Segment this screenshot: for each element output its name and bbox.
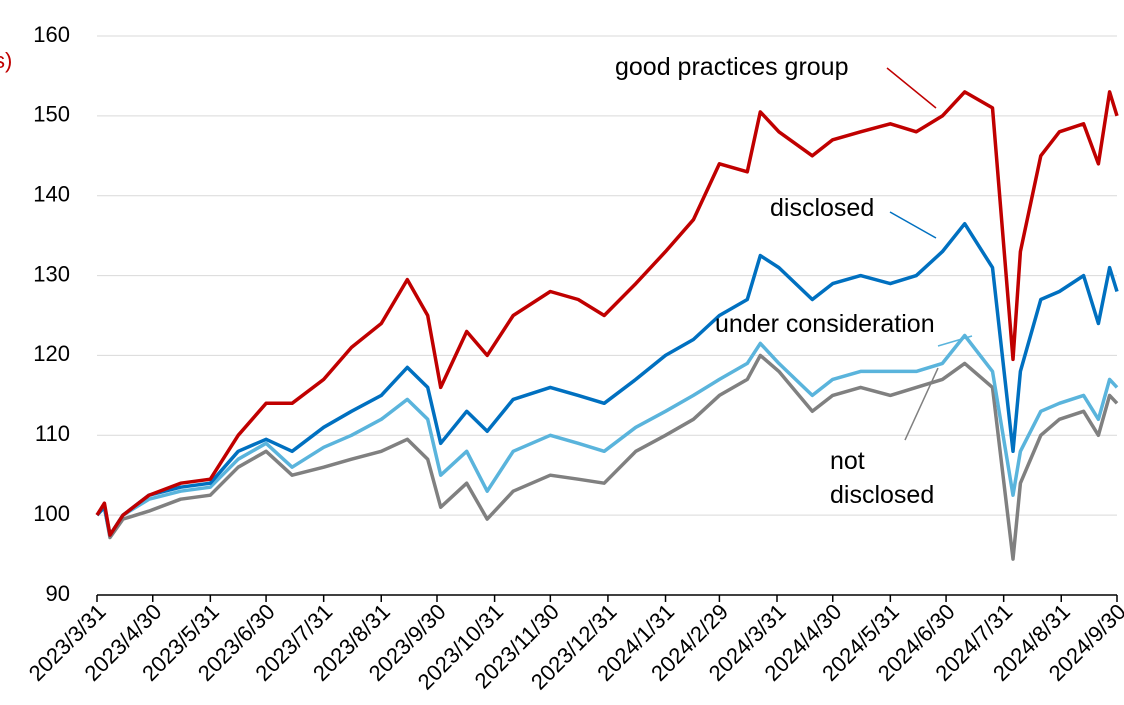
annotation-line: good practices group (615, 53, 848, 81)
annotation: under consideration (715, 310, 935, 338)
annotation-line: disclosed (830, 481, 934, 509)
leader-line (937, 335, 973, 347)
y-axis-label: s) (0, 48, 12, 73)
annotation-line: under consideration (715, 310, 935, 338)
y-tick-label: 110 (35, 421, 70, 446)
series-line (95, 333, 1119, 537)
y-tick-label: 120 (33, 341, 70, 366)
annotation-line: disclosed (770, 194, 874, 222)
y-tick-label: 130 (33, 261, 70, 286)
annotation-line: not (830, 447, 865, 475)
y-tick-label: 90 (46, 581, 70, 606)
series-line (95, 221, 1119, 537)
leader-line (889, 211, 937, 239)
annotation: good practices group (615, 53, 848, 81)
y-tick-label: 160 (33, 22, 70, 47)
annotation: disclosed (770, 194, 874, 222)
annotation: not disclosed (830, 447, 934, 509)
y-tick-label: 100 (33, 501, 70, 526)
y-tick-label: 150 (33, 102, 70, 127)
series-line (95, 90, 1119, 537)
leader-line (886, 67, 937, 109)
y-tick-label: 140 (33, 182, 70, 207)
series-line (95, 353, 1119, 561)
leader-line (904, 367, 939, 441)
